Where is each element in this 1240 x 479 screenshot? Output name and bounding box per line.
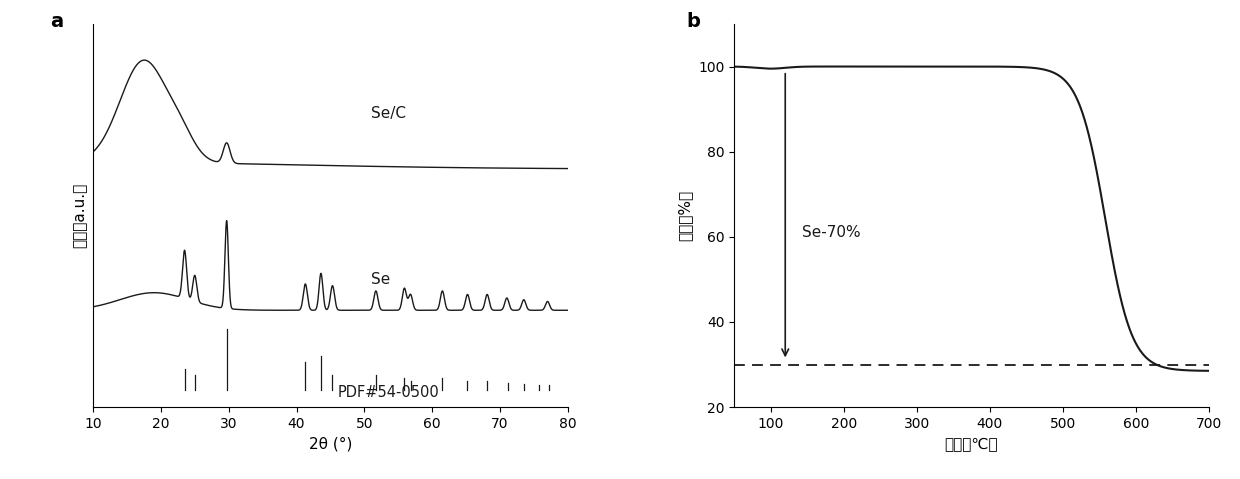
X-axis label: 温度（℃）: 温度（℃） [945, 436, 998, 451]
Text: Se: Se [371, 272, 391, 287]
Text: Se/C: Se/C [371, 106, 407, 121]
Text: PDF#54-0500: PDF#54-0500 [337, 385, 439, 400]
Text: Se-70%: Se-70% [802, 225, 861, 240]
Y-axis label: 重量（%）: 重量（%） [677, 190, 692, 241]
Text: a: a [51, 12, 63, 32]
Text: b: b [687, 12, 701, 32]
Y-axis label: 强度（a.u.）: 强度（a.u.） [72, 183, 88, 248]
X-axis label: 2θ (°): 2θ (°) [309, 436, 352, 451]
